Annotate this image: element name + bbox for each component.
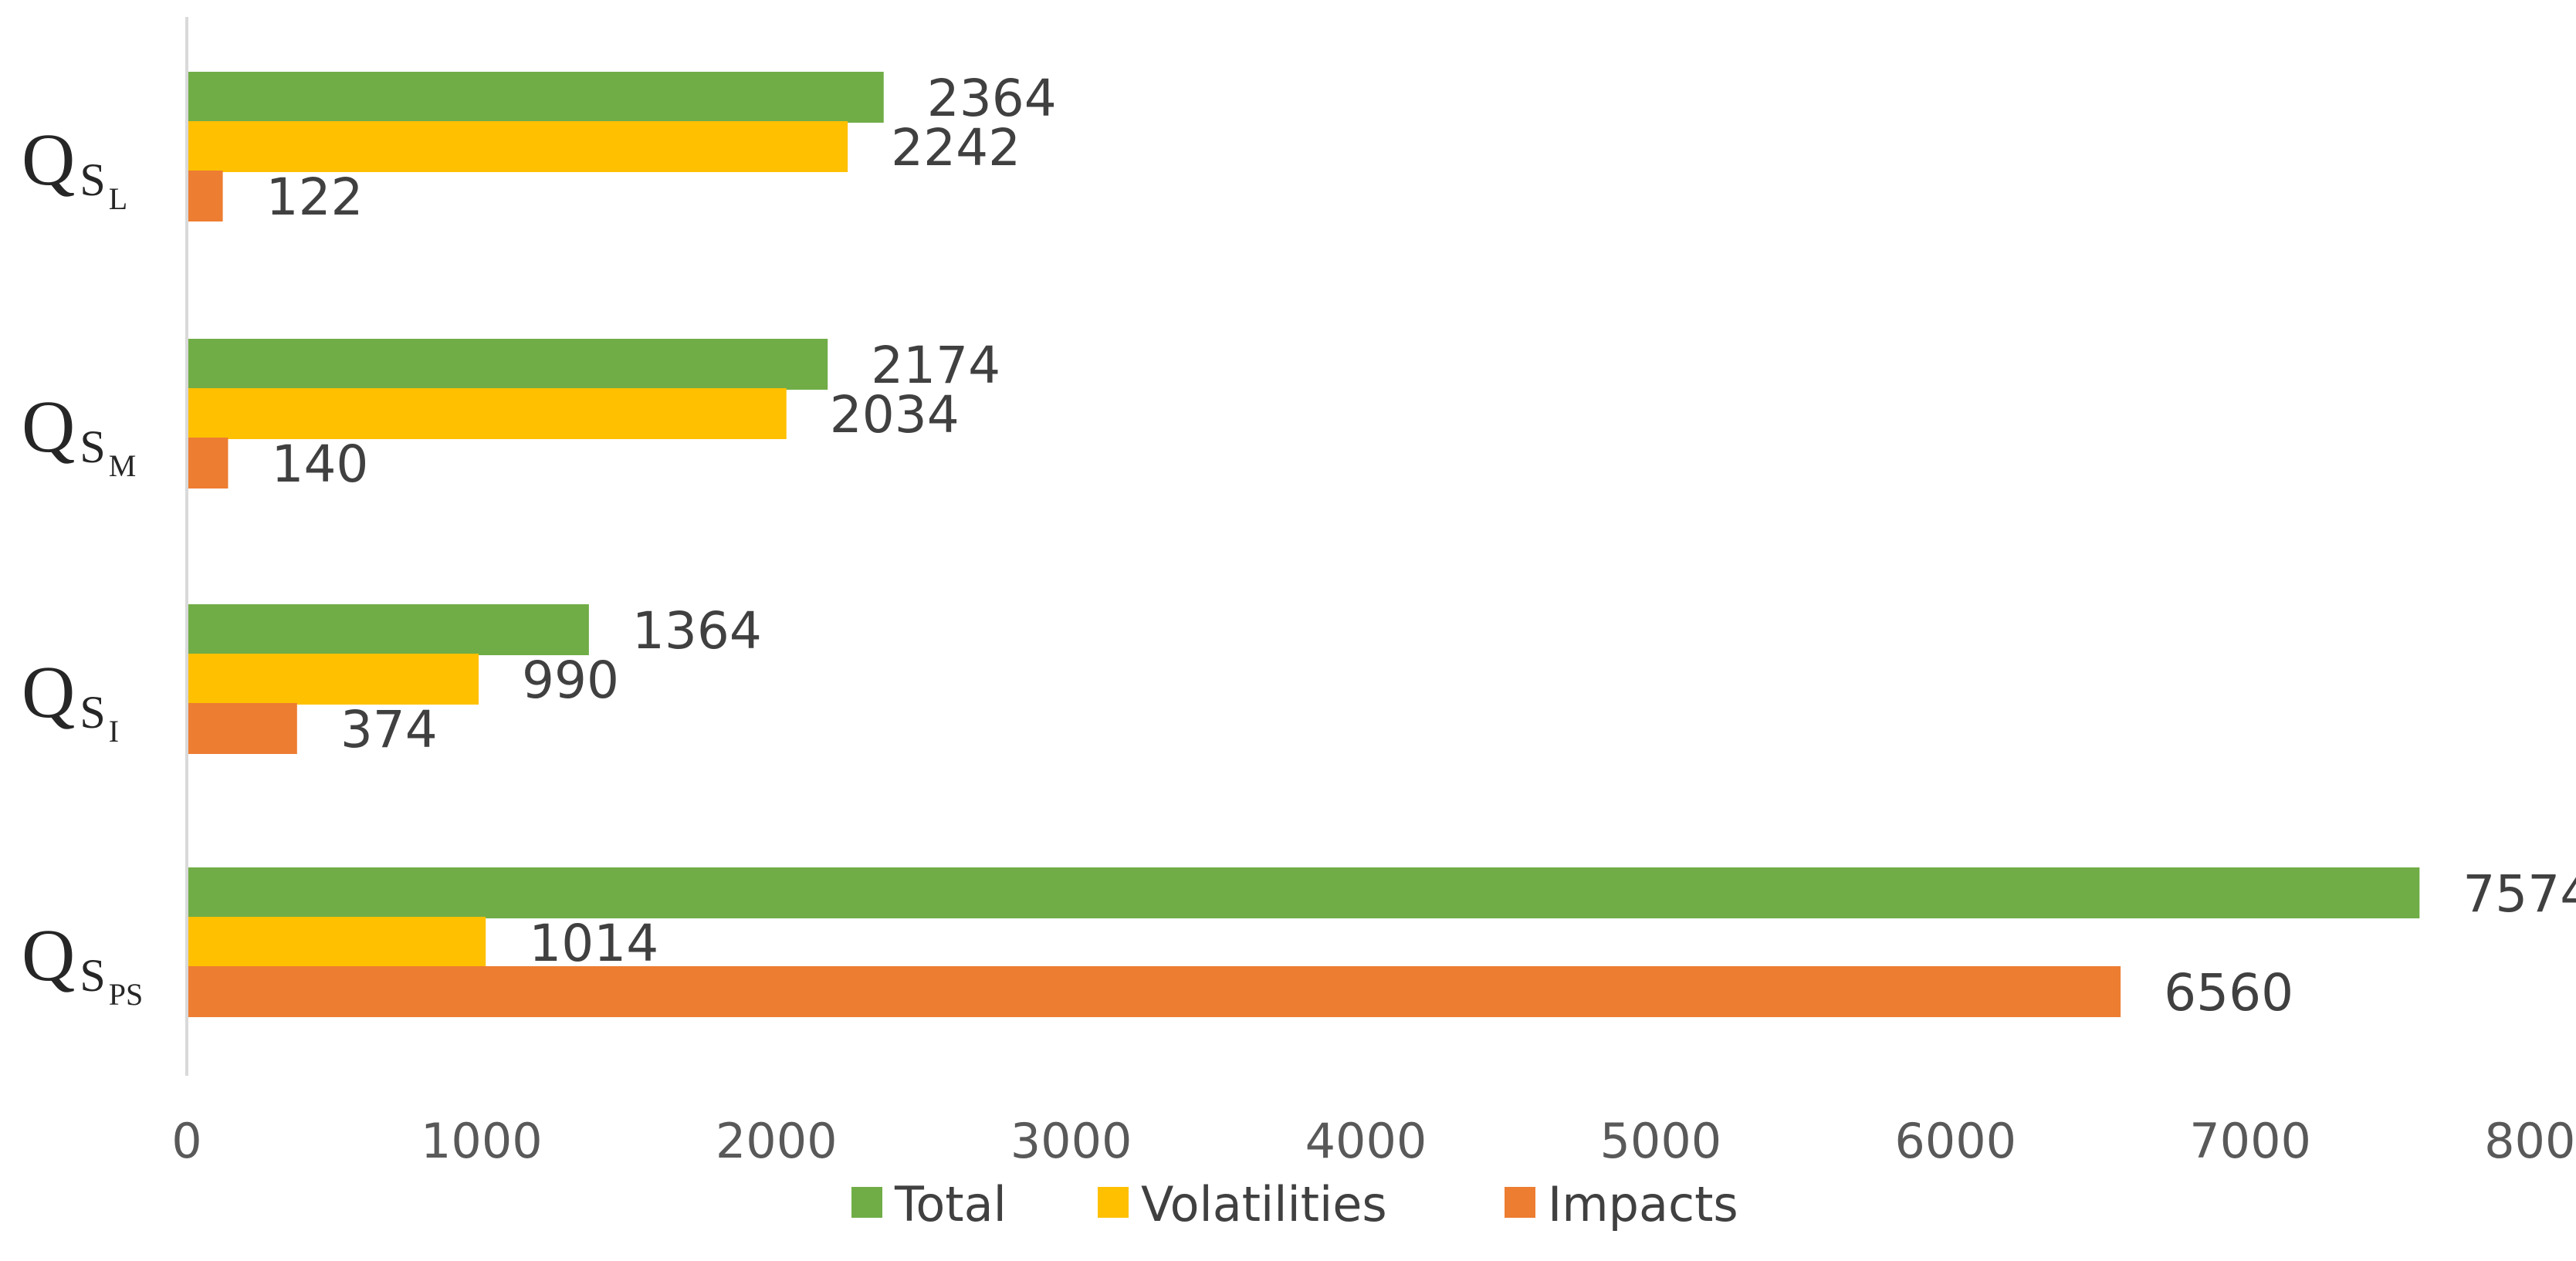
data-label-impacts-3: 6560 xyxy=(2164,963,2293,1023)
x-tick-label-3: 3000 xyxy=(1010,1113,1132,1169)
data-label-volatilities-1: 2034 xyxy=(830,385,960,445)
data-label-impacts-2: 374 xyxy=(340,700,438,759)
bar-impacts-2 xyxy=(187,703,297,754)
data-label-total-2: 1364 xyxy=(632,601,762,661)
bar-volatilities-3 xyxy=(187,917,486,968)
category-subsub-3: PS xyxy=(109,977,144,1012)
legend-label-total: Total xyxy=(894,1176,1007,1232)
category-main-0: Q xyxy=(22,118,75,201)
bar-total-1 xyxy=(187,339,828,390)
category-labels-layer: Q S LQ S MQ S IQ S PS xyxy=(22,118,143,1012)
x-tick-label-1: 1000 xyxy=(421,1113,543,1169)
x-tick-label-4: 4000 xyxy=(1305,1113,1427,1169)
category-sub-3: S xyxy=(80,950,105,1001)
bar-total-2 xyxy=(187,604,589,655)
legend-label-volatilities: Volatilities xyxy=(1141,1176,1387,1232)
bars-layer xyxy=(187,72,2420,1017)
bar-impacts-0 xyxy=(187,171,223,221)
bar-volatilities-0 xyxy=(187,121,848,172)
data-label-volatilities-2: 990 xyxy=(522,651,619,710)
data-label-total-1: 2174 xyxy=(871,336,1000,395)
legend-label-impacts: Impacts xyxy=(1548,1176,1738,1232)
x-tick-label-0: 0 xyxy=(171,1113,201,1169)
bar-total-3 xyxy=(187,867,2420,918)
data-label-volatilities-0: 2242 xyxy=(891,118,1021,177)
data-label-impacts-1: 140 xyxy=(271,434,368,494)
bar-volatilities-2 xyxy=(187,654,479,705)
x-tick-label-5: 5000 xyxy=(1599,1113,1721,1169)
category-sub-0: S xyxy=(80,154,105,205)
legend-swatch-total xyxy=(851,1187,882,1218)
bar-impacts-3 xyxy=(187,966,2121,1017)
x-tick-label-6: 6000 xyxy=(1894,1113,2016,1169)
category-main-1: Q xyxy=(22,385,75,468)
category-main-3: Q xyxy=(22,914,75,996)
category-subsub-2: I xyxy=(109,714,119,749)
category-main-2: Q xyxy=(22,651,75,733)
bar-volatilities-1 xyxy=(187,388,787,439)
x-tick-label-2: 2000 xyxy=(716,1113,838,1169)
bar-impacts-1 xyxy=(187,438,228,489)
category-label-3: Q S PS xyxy=(22,914,143,1012)
data-label-total-0: 2364 xyxy=(927,69,1057,128)
legend-swatch-volatilities xyxy=(1098,1187,1129,1218)
data-label-impacts-0: 122 xyxy=(266,167,364,227)
x-tick-label-8: 8000 xyxy=(2484,1113,2576,1169)
bar-total-0 xyxy=(187,72,884,123)
x-tick-label-7: 7000 xyxy=(2189,1113,2311,1169)
category-subsub-1: M xyxy=(109,448,137,483)
category-subsub-0: L xyxy=(109,181,127,216)
legend: Total Volatilities Impacts xyxy=(851,1176,1738,1232)
data-label-total-3: 7574 xyxy=(2463,864,2576,924)
data-label-volatilities-3: 1014 xyxy=(529,914,658,973)
axis-layer: 0 1000 2000 3000 4000 5000 6000 7000 8000 xyxy=(171,17,2576,1169)
category-sub-2: S xyxy=(80,687,105,738)
legend-swatch-impacts xyxy=(1505,1187,1535,1218)
category-sub-1: S xyxy=(80,421,105,472)
